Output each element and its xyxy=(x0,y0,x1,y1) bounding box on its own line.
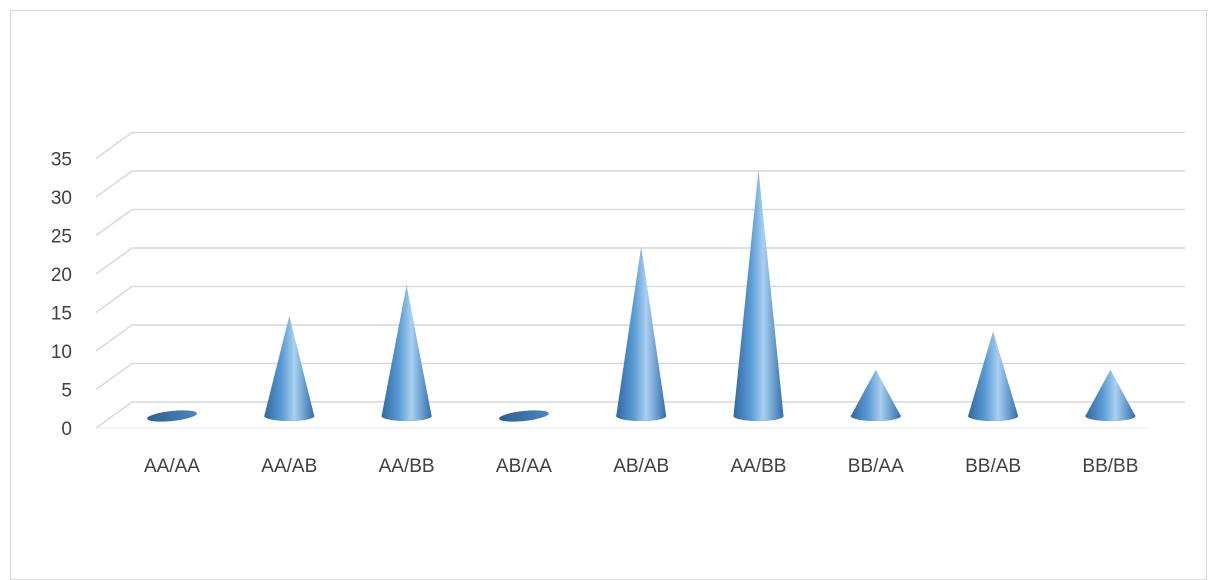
x-tick-label: AA/BB xyxy=(379,456,435,477)
x-axis-labels: AA/AA AA/AB AA/BB AB/AA AB/AB AA/BB BB/AA BB/AB… xyxy=(144,456,1138,477)
chart-area xyxy=(10,10,1207,580)
cone-flat xyxy=(147,410,197,422)
cone-body xyxy=(264,315,315,422)
cone-body xyxy=(733,169,784,422)
y-tick-label: 10 xyxy=(51,342,72,363)
cone-bar xyxy=(147,410,197,422)
cone-body xyxy=(616,246,667,422)
gridline-side xyxy=(95,324,133,352)
x-tick-label: AA/BB xyxy=(731,456,787,477)
cone-body xyxy=(1085,369,1136,422)
cone-bar xyxy=(616,246,667,422)
gridline-side xyxy=(95,208,133,237)
x-tick-label: AB/AB xyxy=(613,456,669,477)
gridline-side xyxy=(95,362,133,391)
x-tick-label: AA/AA xyxy=(144,456,200,477)
x-tick-label: BB/BB xyxy=(1082,456,1138,477)
cone-bar xyxy=(733,169,784,422)
x-tick-label: AB/AA xyxy=(496,456,552,477)
y-tick-label: 0 xyxy=(61,419,72,440)
gridline-side xyxy=(95,170,133,198)
cone-bar xyxy=(1085,369,1136,422)
gridline-side xyxy=(95,131,133,160)
y-tick-label: 30 xyxy=(51,188,72,209)
gridline-side xyxy=(95,401,133,429)
cone-flat xyxy=(499,410,549,422)
x-tick-label: BB/AA xyxy=(848,456,904,477)
y-axis-ticks: 0 5 10 15 20 25 30 35 xyxy=(51,150,72,441)
gridline-side xyxy=(95,285,133,314)
cone-series xyxy=(147,169,1136,422)
y-tick-label: 5 xyxy=(61,381,72,402)
y-tick-label: 35 xyxy=(51,150,72,171)
cone-bar xyxy=(968,331,1019,422)
cone-body xyxy=(850,369,901,422)
y-tick-label: 20 xyxy=(51,265,72,286)
cone-body xyxy=(381,285,432,422)
x-tick-label: BB/AB xyxy=(965,456,1021,477)
cone-bar xyxy=(499,410,549,422)
cone-bar xyxy=(850,369,901,422)
y-tick-label: 25 xyxy=(51,227,72,248)
cone-bar xyxy=(381,285,432,422)
cone-body xyxy=(968,331,1019,422)
cone-bar xyxy=(264,315,315,422)
y-tick-label: 15 xyxy=(51,304,72,325)
x-tick-label: AA/AB xyxy=(261,456,317,477)
gridline-side xyxy=(95,247,133,275)
